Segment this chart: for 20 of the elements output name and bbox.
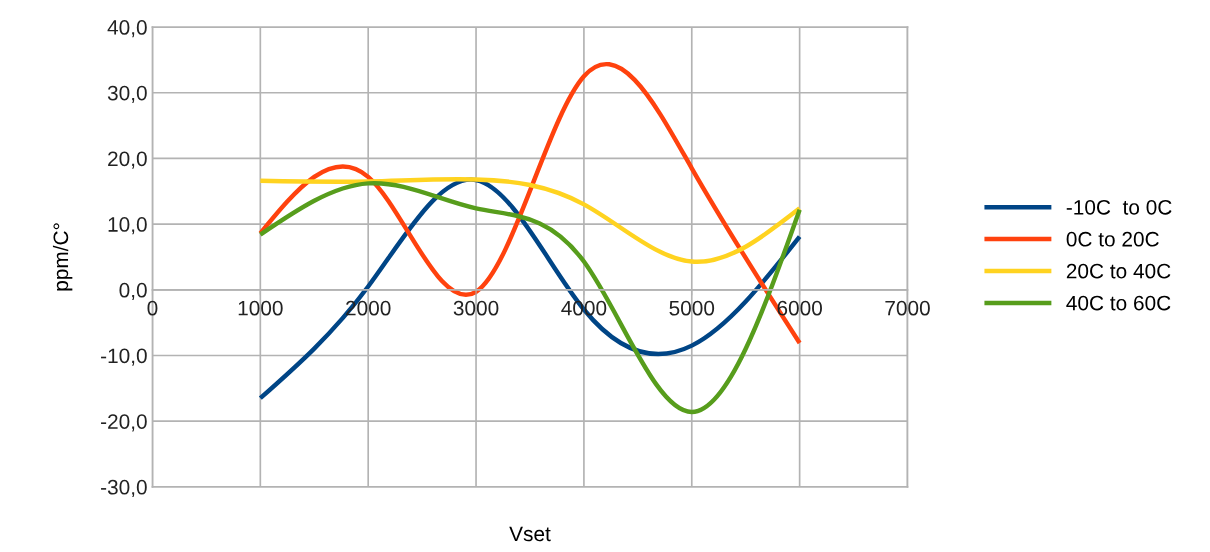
y-tick-label: 30,0: [107, 85, 147, 103]
y-tick-label: -10,0: [101, 348, 147, 366]
legend-label: 40C to 60C: [1066, 295, 1171, 311]
y-tick-label: -20,0: [101, 414, 147, 432]
y-tick-label: 40,0: [107, 20, 147, 38]
x-tick-label: 3000: [453, 300, 499, 316]
y-tick-label: 10,0: [108, 217, 147, 235]
y-axis-title: ppm/C°: [52, 223, 73, 291]
line-series: [258, 176, 802, 264]
x-tick-label: 5000: [669, 300, 715, 316]
x-tick-label: 1000: [238, 300, 283, 316]
x-tick-label: 0: [147, 300, 158, 316]
y-tick-label: 20,0: [108, 151, 147, 169]
y-tick-label: 0,0: [119, 282, 147, 301]
x-axis-title: Vset: [509, 526, 551, 542]
legend-label: 0C to 20C: [1066, 231, 1159, 247]
y-tick-label: -30,0: [101, 479, 147, 498]
legend-label: 20C to 40C: [1066, 263, 1171, 279]
legend-label: -10C to 0C: [1066, 199, 1172, 215]
x-tick-label: 7000: [885, 300, 930, 316]
